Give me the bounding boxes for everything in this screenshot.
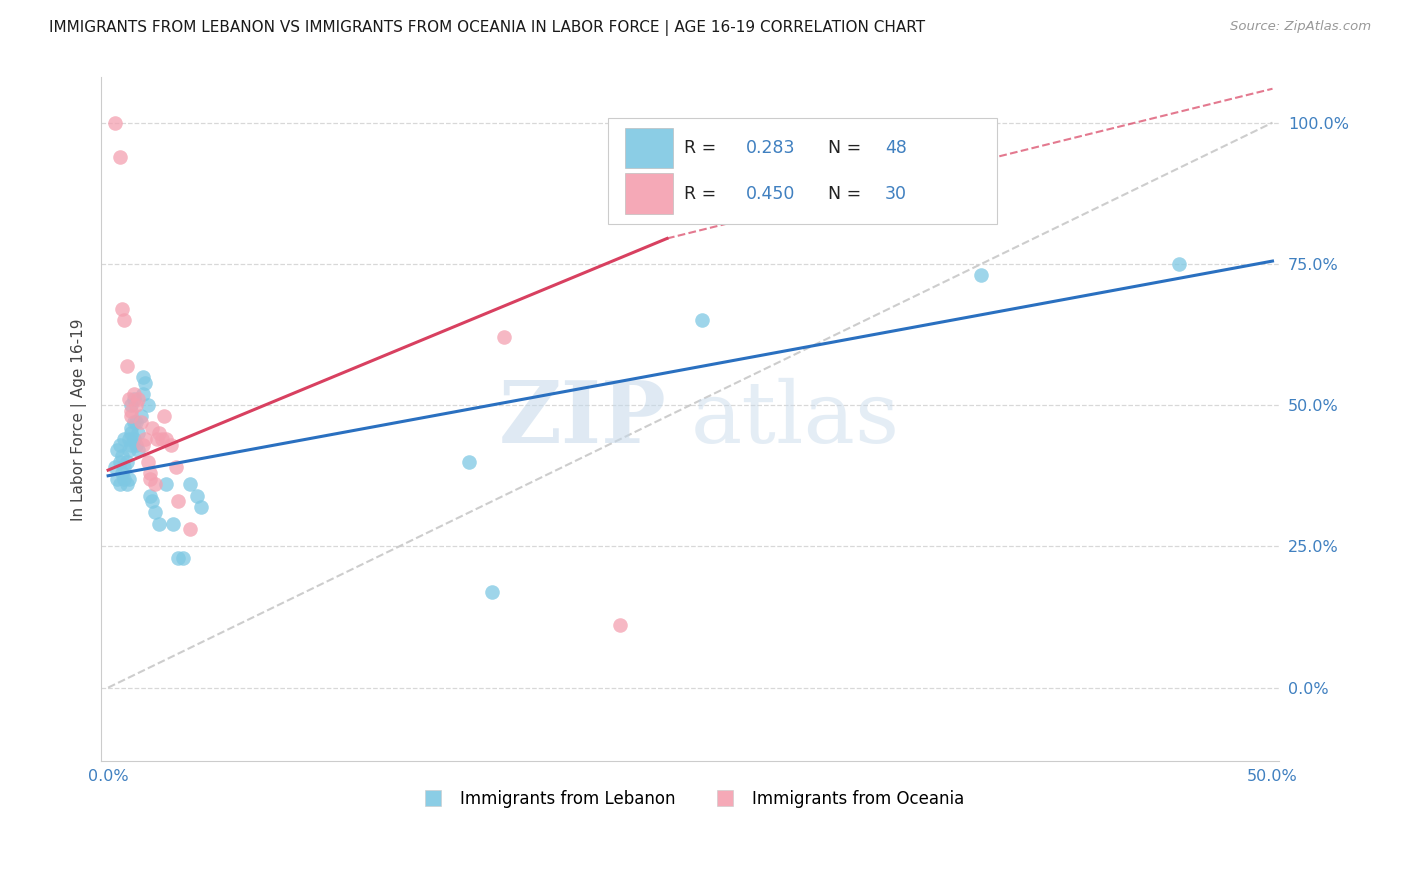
Point — [139, 466, 162, 480]
Point — [143, 477, 166, 491]
Text: IMMIGRANTS FROM LEBANON VS IMMIGRANTS FROM OCEANIA IN LABOR FORCE | AGE 16-19 CO: IMMIGRANTS FROM LEBANON VS IMMIGRANTS FR… — [49, 20, 925, 36]
Point — [111, 302, 134, 317]
Point — [120, 421, 142, 435]
Text: 30: 30 — [884, 185, 907, 202]
Point — [120, 426, 142, 441]
Point — [115, 359, 138, 373]
Point — [139, 472, 162, 486]
Text: ZIP: ZIP — [499, 377, 666, 461]
Point — [120, 398, 142, 412]
Point — [190, 500, 212, 514]
Point — [162, 516, 184, 531]
Point — [167, 494, 190, 508]
Point — [125, 415, 148, 429]
Text: Source: ZipAtlas.com: Source: ZipAtlas.com — [1230, 20, 1371, 33]
Text: N =: N = — [828, 185, 868, 202]
Point — [141, 421, 163, 435]
Point — [129, 415, 152, 429]
Point — [129, 409, 152, 424]
Point — [132, 370, 155, 384]
Point — [136, 455, 159, 469]
Point — [122, 387, 145, 401]
Text: atlas: atlas — [690, 377, 900, 461]
Point — [111, 466, 134, 480]
Text: 48: 48 — [884, 139, 907, 157]
Point — [155, 477, 177, 491]
FancyBboxPatch shape — [626, 173, 672, 214]
Point — [481, 584, 503, 599]
Point — [148, 516, 170, 531]
FancyBboxPatch shape — [626, 128, 672, 168]
Point — [108, 149, 131, 163]
Point — [125, 438, 148, 452]
Point — [112, 432, 135, 446]
Point — [167, 550, 190, 565]
Point — [179, 477, 201, 491]
Point — [160, 438, 183, 452]
Point — [122, 392, 145, 407]
Point — [172, 550, 194, 565]
Point — [115, 455, 138, 469]
Point — [970, 268, 993, 283]
Point — [115, 477, 138, 491]
Point — [146, 432, 169, 446]
Point — [120, 409, 142, 424]
Point — [112, 472, 135, 486]
Point — [458, 455, 481, 469]
Point — [118, 443, 141, 458]
Point — [122, 415, 145, 429]
Point — [108, 438, 131, 452]
Point — [134, 432, 156, 446]
Text: R =: R = — [685, 139, 723, 157]
Point — [112, 460, 135, 475]
Legend: Immigrants from Lebanon, Immigrants from Oceania: Immigrants from Lebanon, Immigrants from… — [409, 783, 972, 814]
Point — [118, 392, 141, 407]
Text: 0.450: 0.450 — [745, 185, 794, 202]
Point — [143, 506, 166, 520]
Point — [139, 489, 162, 503]
Point — [104, 115, 127, 129]
Point — [153, 409, 176, 424]
Point — [609, 618, 631, 632]
Text: N =: N = — [828, 139, 868, 157]
Point — [1168, 257, 1191, 271]
Point — [111, 449, 134, 463]
Point — [150, 432, 173, 446]
Text: 0.283: 0.283 — [745, 139, 796, 157]
Point — [108, 455, 131, 469]
Point — [136, 398, 159, 412]
Point — [492, 330, 515, 344]
Point — [118, 432, 141, 446]
Point — [186, 489, 208, 503]
Point — [120, 404, 142, 418]
Point — [112, 313, 135, 327]
Point — [155, 432, 177, 446]
Point — [132, 438, 155, 452]
Point — [107, 472, 129, 486]
Point — [120, 438, 142, 452]
Text: R =: R = — [685, 185, 723, 202]
Point — [148, 426, 170, 441]
Point — [125, 398, 148, 412]
Point — [165, 460, 187, 475]
Point — [107, 443, 129, 458]
Point — [179, 523, 201, 537]
Point — [127, 392, 149, 407]
Point — [127, 426, 149, 441]
FancyBboxPatch shape — [607, 119, 997, 225]
Point — [132, 387, 155, 401]
Point — [108, 477, 131, 491]
Point — [690, 313, 713, 327]
Point — [122, 432, 145, 446]
Point — [134, 376, 156, 390]
Point — [141, 494, 163, 508]
Y-axis label: In Labor Force | Age 16-19: In Labor Force | Age 16-19 — [72, 318, 87, 521]
Point — [104, 460, 127, 475]
Point — [118, 472, 141, 486]
Point — [127, 443, 149, 458]
